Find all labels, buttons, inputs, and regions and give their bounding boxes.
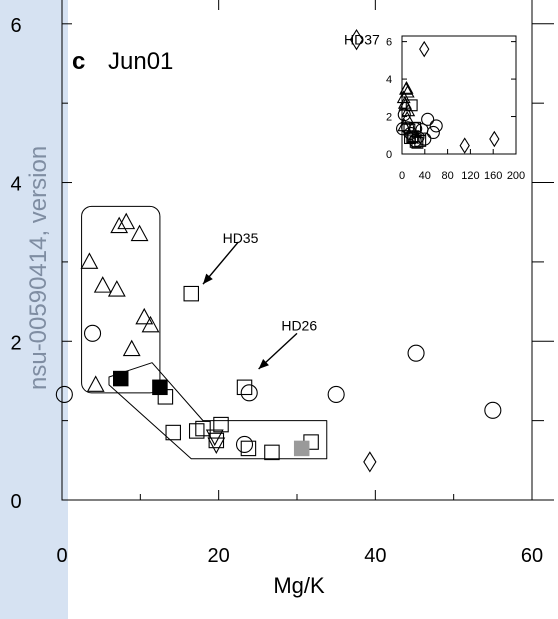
data-point-triangle [80, 252, 99, 269]
y-tick-label: 0 [10, 491, 21, 513]
inset-x-tick-label: 40 [419, 170, 431, 182]
inset-x-tick-label: 200 [507, 170, 525, 182]
data-point-circle [55, 385, 73, 403]
inset-point-diamond [459, 137, 470, 154]
data-point-square-filled [113, 370, 129, 387]
data-point-triangle-down [205, 429, 224, 447]
inset-y-tick-label: 0 [386, 149, 392, 161]
data-point-triangle-down [207, 437, 226, 455]
data-point-circle [84, 324, 102, 342]
main-data-points [55, 29, 502, 473]
y-tick-label: 4 [10, 174, 21, 196]
data-point-triangle [107, 280, 126, 297]
inset-point-triangle [399, 80, 414, 94]
data-point-circle [327, 385, 345, 403]
data-point-diamond [363, 451, 377, 473]
annotation-label: HD35 [223, 230, 259, 246]
inset-y-tick-label: 6 [386, 37, 392, 49]
inset-x-tick-label: 80 [441, 170, 453, 182]
inset-point-triangle [398, 97, 413, 111]
data-point-square-open [188, 423, 205, 439]
data-point-triangle [122, 339, 141, 357]
x-tick-label: 0 [56, 545, 67, 567]
inset-point-diamond [419, 40, 430, 58]
inset-x-tick-label: 0 [399, 170, 405, 182]
data-point-square-open [213, 416, 229, 433]
x-tick-label: 20 [208, 545, 230, 567]
y-tick-label: 6 [10, 15, 21, 37]
inset-point-circle [397, 108, 411, 122]
inset-point-circle [421, 112, 435, 126]
data-point-square-open [165, 424, 181, 441]
inset-point-diamond [489, 130, 500, 148]
annotations: HD35 HD26 HD37 [202, 32, 380, 370]
x-axis-label: Mg/K [273, 573, 325, 598]
data-point-square-open [208, 432, 225, 449]
inset-y-tick-label: 2 [386, 112, 392, 124]
data-point-circle [240, 384, 258, 402]
inset-point-square-open [405, 99, 418, 112]
inset-point-square-open [409, 121, 422, 134]
data-point-triangle [110, 216, 129, 234]
data-point-diamond [349, 29, 364, 51]
data-point-square-open [236, 379, 253, 396]
square-group-outline [108, 362, 328, 460]
inset-point-circle [429, 119, 443, 133]
inset-y-tick-label: 4 [386, 74, 392, 86]
data-point-triangle [135, 307, 154, 325]
inset-point-circle [426, 125, 440, 140]
data-point-circle [235, 435, 254, 453]
data-point-square-gray [293, 440, 310, 457]
data-point-circle [407, 344, 425, 362]
data-point-square-open [240, 440, 257, 457]
x-tick-label: 40 [364, 545, 386, 567]
data-point-triangle [117, 212, 136, 230]
x-tick-label: 60 [521, 545, 543, 567]
inset-x-tick-label: 160 [484, 170, 502, 182]
y-tick-label: 2 [10, 332, 21, 354]
data-point-circle [484, 401, 502, 419]
inset-point-circle [396, 122, 410, 136]
data-point-triangle [141, 315, 160, 333]
data-point-square-open [264, 444, 280, 461]
inset-point-triangle [400, 110, 415, 124]
annotation-label: HD26 [281, 317, 317, 333]
data-point-triangle [93, 276, 112, 293]
side-panel [0, 0, 68, 619]
data-point-square-open [195, 420, 211, 437]
data-point-square-open [183, 285, 200, 302]
inset-chart: 0 40 80 120 160 200 0 2 4 6 [386, 35, 525, 182]
inset-point-square-open [411, 136, 424, 149]
inset-x-tick-label: 120 [461, 170, 479, 182]
inset-point-square-open [414, 134, 427, 147]
data-point-square-filled [152, 379, 168, 396]
panel-label: c [72, 48, 85, 75]
annotation-label: HD37 [344, 32, 380, 48]
annotation-arrow-head [258, 359, 269, 370]
data-point-triangle [130, 224, 149, 242]
chart-title: Jun01 [108, 48, 173, 75]
data-point-triangle [86, 375, 105, 392]
group-outlines [81, 205, 328, 460]
inset-point-square-open [409, 135, 422, 148]
inset-point-triangle [400, 84, 415, 98]
annotation-arrow-head [203, 273, 213, 285]
triangle-group-outline [81, 205, 161, 394]
